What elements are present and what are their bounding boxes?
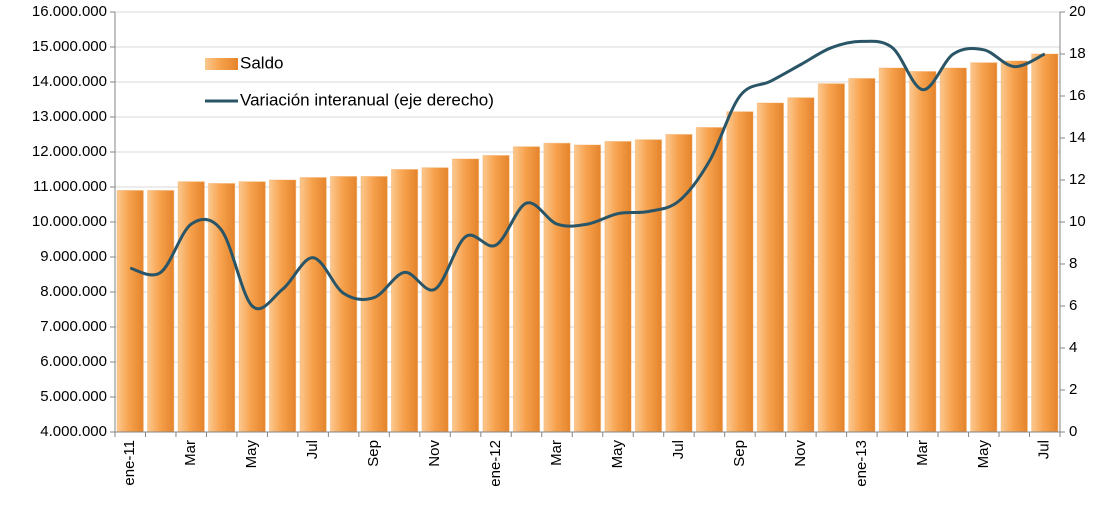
- y2-tick-label: 10: [1069, 213, 1086, 230]
- bar: [482, 155, 510, 433]
- bar: [604, 141, 632, 433]
- y-tick-label: 12.000.000: [32, 143, 107, 160]
- bar: [147, 190, 175, 433]
- bar: [726, 111, 754, 433]
- bar: [360, 176, 388, 433]
- x-tick-label: Mar: [182, 440, 199, 466]
- bar: [512, 146, 541, 433]
- bar: [878, 67, 906, 433]
- y-tick-label: 4.000.000: [40, 423, 107, 440]
- y-tick-label: 10.000.000: [32, 213, 107, 230]
- bar: [451, 158, 480, 433]
- bar: [909, 71, 937, 433]
- bar: [634, 139, 663, 433]
- legend-label: Saldo: [240, 53, 283, 72]
- x-tick-label: May: [975, 440, 992, 469]
- y-tick-label: 5.000.000: [40, 388, 107, 405]
- bar: [116, 190, 144, 433]
- bar: [848, 78, 876, 433]
- legend-swatch: [205, 58, 238, 70]
- x-tick-label: ene-11: [121, 440, 138, 486]
- bar: [421, 167, 449, 433]
- bar: [1000, 60, 1028, 433]
- bar: [299, 177, 327, 433]
- y-tick-label: 14.000.000: [32, 73, 107, 90]
- x-tick-label: Mar: [914, 440, 931, 466]
- y-tick-label: 6.000.000: [40, 353, 107, 370]
- legend-label: Variación interanual (eje derecho): [240, 90, 494, 109]
- y2-tick-label: 16: [1069, 87, 1086, 104]
- x-tick-label: May: [243, 440, 260, 469]
- bar: [787, 97, 815, 433]
- x-tick-label: Nov: [426, 440, 443, 467]
- y2-tick-label: 6: [1069, 297, 1077, 314]
- y-tick-label: 11.000.000: [33, 178, 107, 195]
- bar: [665, 134, 693, 433]
- x-tick-label: Jul: [304, 440, 321, 459]
- y-tick-label: 8.000.000: [40, 283, 107, 300]
- y2-tick-label: 20: [1069, 3, 1086, 20]
- x-tick-label: ene-13: [853, 440, 870, 487]
- bar: [573, 144, 602, 433]
- line: [129, 39, 1046, 311]
- y-tick-label: 7.000.000: [40, 318, 107, 335]
- x-tick-label: ene-12: [487, 440, 504, 487]
- y-tick-label: 16.000.000: [32, 3, 107, 20]
- bar: [1031, 53, 1059, 433]
- bar: [756, 102, 785, 433]
- x-tick-label: Nov: [792, 440, 809, 467]
- x-tick-label: Jul: [1036, 440, 1053, 459]
- y-tick-label: 15.000.000: [32, 38, 107, 55]
- bar: [269, 179, 297, 433]
- bar: [695, 127, 724, 433]
- x-tick-label: May: [609, 440, 626, 469]
- bar: [390, 169, 419, 433]
- bar: [330, 176, 358, 433]
- y2-tick-label: 12: [1069, 171, 1086, 188]
- y2-tick-label: 14: [1069, 129, 1086, 146]
- x-tick-label: Sep: [365, 440, 382, 467]
- bar: [543, 142, 571, 433]
- y2-tick-label: 8: [1069, 255, 1077, 272]
- x-tick-label: Jul: [670, 440, 687, 459]
- y2-tick-label: 4: [1069, 339, 1077, 356]
- y2-tick-label: 18: [1069, 45, 1086, 62]
- y2-tick-label: 0: [1069, 423, 1077, 440]
- bar: [208, 183, 236, 433]
- y-tick-label: 9.000.000: [40, 248, 107, 265]
- y2-tick-label: 2: [1069, 381, 1077, 398]
- x-tick-label: Sep: [731, 440, 748, 467]
- bar: [970, 62, 998, 433]
- y-tick-label: 13.000.000: [32, 108, 107, 125]
- x-tick-label: Mar: [548, 440, 565, 466]
- bar: [817, 83, 845, 433]
- bar: [939, 67, 967, 433]
